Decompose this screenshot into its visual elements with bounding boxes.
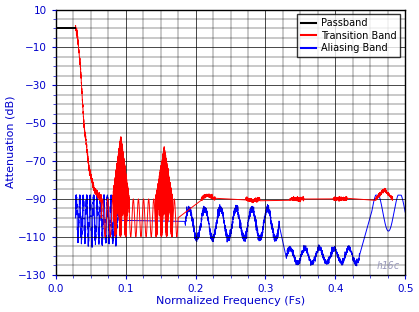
X-axis label: Normalized Frequency (Fs): Normalized Frequency (Fs)	[156, 296, 305, 306]
Y-axis label: Attenuation (dB): Attenuation (dB)	[5, 96, 16, 188]
Text: h16c: h16c	[376, 261, 400, 271]
Legend: Passband, Transition Band, Aliasing Band: Passband, Transition Band, Aliasing Band	[297, 14, 400, 57]
